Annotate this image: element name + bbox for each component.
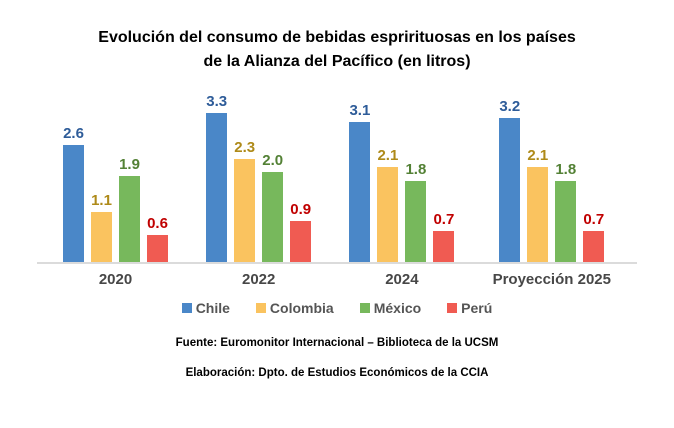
chart-legend: Chile Colombia México Perú	[0, 300, 674, 316]
legend-label: Chile	[195, 300, 230, 316]
bar	[433, 231, 455, 262]
chart-title: Evolución del consumo de bebidas espriri…	[0, 0, 674, 74]
legend-label: México	[373, 300, 422, 316]
data-label: 3.1	[349, 102, 371, 119]
bar	[206, 113, 228, 262]
bar	[499, 118, 521, 262]
bar	[63, 145, 84, 262]
bar-group: 3.3 2.3 2.0 0.9	[206, 92, 312, 262]
x-axis-category-label: 2020	[98, 271, 133, 288]
bar-group: 3.2 2.1 1.8 0.7	[499, 92, 605, 262]
data-label: 2.1	[377, 147, 399, 164]
legend-swatch-icon	[359, 303, 370, 313]
bar-column: 0.6	[147, 215, 168, 262]
legend-swatch-icon	[255, 303, 266, 313]
legend-label: Perú	[461, 300, 493, 316]
chart-title-line1: Evolución del consumo de bebidas espriri…	[98, 29, 576, 46]
bar-column: 1.8	[555, 161, 577, 262]
data-label: 0.7	[583, 211, 605, 228]
category-group: 3.2 2.1 1.8 0.7 Proyección 2025	[493, 92, 611, 288]
legend-item: Chile	[181, 300, 230, 316]
bar-column: 0.9	[290, 201, 312, 262]
bar	[119, 176, 140, 262]
x-axis-category-label: Proyección 2025	[492, 271, 611, 288]
footer-elaboration: Elaboración: Dpto. de Estudios Económico…	[185, 367, 489, 379]
bar	[377, 167, 399, 262]
data-label: 2.3	[234, 139, 256, 156]
bar-column: 2.0	[262, 152, 284, 262]
x-axis-line	[37, 262, 637, 264]
bar-column: 0.7	[433, 211, 455, 262]
data-label: 0.6	[147, 215, 168, 232]
bar-column: 2.6	[63, 125, 84, 262]
bar-column: 2.3	[234, 139, 256, 262]
data-label: 3.3	[206, 93, 228, 110]
category-group: 3.3 2.3 2.0 0.9 2022	[206, 92, 312, 288]
legend-item: Colombia	[255, 300, 334, 316]
bar-column: 2.1	[527, 147, 549, 262]
data-label: 1.8	[555, 161, 577, 178]
bar	[527, 167, 549, 262]
bar	[262, 172, 284, 262]
data-label: 2.0	[262, 152, 284, 169]
data-label: 0.9	[290, 201, 312, 218]
bar-chart: 2.6 1.1 1.9 0.6 2020 3.3 2.3 2.0 0.9 2022 3.1 2.1 1.…	[37, 92, 637, 288]
bar	[234, 159, 256, 262]
bar	[349, 122, 371, 262]
chart-title-line2: de la Alianza del Pacífico (en litros)	[203, 53, 471, 70]
category-group: 2.6 1.1 1.9 0.6 2020	[63, 92, 168, 288]
data-label: 3.2	[499, 98, 521, 115]
bar-column: 2.1	[377, 147, 399, 262]
footer-source: Fuente: Euromonitor Internacional – Bibl…	[175, 337, 499, 349]
data-label: 2.1	[527, 147, 549, 164]
data-label: 1.8	[405, 161, 427, 178]
bar-column: 0.7	[583, 211, 605, 262]
bar-column: 1.1	[91, 192, 112, 262]
bar-column: 3.2	[499, 98, 521, 262]
bar	[147, 235, 168, 262]
bar-column: 3.1	[349, 102, 371, 262]
bar-column: 1.9	[119, 156, 140, 262]
x-axis-category-label: 2022	[242, 271, 276, 288]
bar-column: 3.3	[206, 93, 228, 262]
bar-group: 2.6 1.1 1.9 0.6	[63, 92, 168, 262]
data-label: 1.1	[91, 192, 112, 209]
data-label: 2.6	[63, 125, 84, 142]
bar	[405, 181, 427, 262]
data-label: 1.9	[119, 156, 140, 173]
plot-groups: 2.6 1.1 1.9 0.6 2020 3.3 2.3 2.0 0.9 2022 3.1 2.1 1.…	[37, 92, 637, 288]
legend-item: Perú	[447, 300, 492, 316]
category-group: 3.1 2.1 1.8 0.7 2024	[349, 92, 455, 288]
legend-swatch-icon	[181, 303, 192, 313]
x-axis-category-label: 2024	[385, 271, 419, 288]
bar	[290, 221, 312, 262]
legend-swatch-icon	[447, 303, 458, 313]
legend-label: Colombia	[269, 300, 334, 316]
bar	[583, 231, 605, 262]
data-label: 0.7	[433, 211, 455, 228]
legend-item: México	[359, 300, 422, 316]
bar	[91, 212, 112, 262]
bar-group: 3.1 2.1 1.8 0.7	[349, 92, 455, 262]
bar-column: 1.8	[405, 161, 427, 262]
bar	[555, 181, 577, 262]
